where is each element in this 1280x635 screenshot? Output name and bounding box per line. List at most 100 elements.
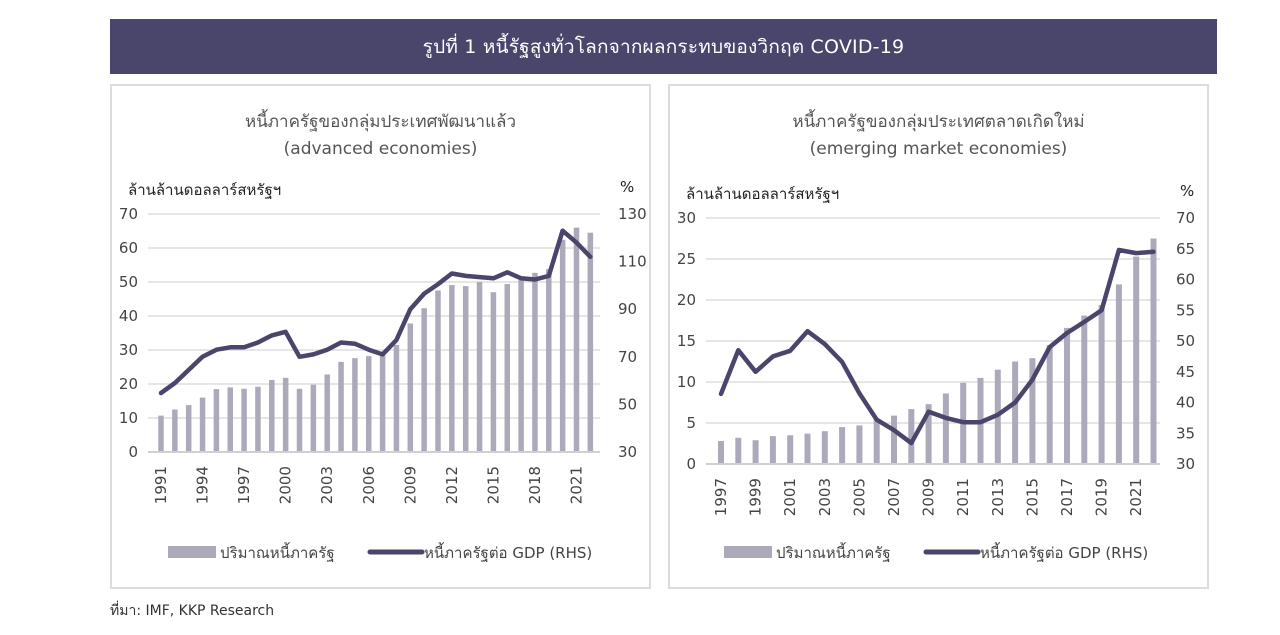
chart-emerging: 0 5 10 15 20 25 30 30 35 40 45 50 55 60 65 70 1997 1999 20… — [677, 209, 1195, 562]
bar — [821, 431, 828, 464]
legend-bar-swatch — [168, 546, 216, 558]
bar — [407, 323, 414, 452]
bar — [1098, 304, 1105, 464]
x-tick-label: 2001 — [781, 478, 799, 516]
y-axis-label: ล้านล้านดอลลาร์สหรัฐฯ — [128, 181, 282, 199]
x-tick-label: 2006 — [360, 466, 378, 504]
y2-tick-label: 70 — [618, 348, 637, 366]
bar — [213, 389, 220, 452]
bar — [769, 436, 776, 464]
y-tick-label: 50 — [119, 273, 138, 291]
y2-tick-label: 55 — [1176, 301, 1195, 319]
bar — [255, 386, 261, 452]
bar — [839, 427, 846, 464]
x-tick-label: 1999 — [747, 478, 765, 516]
bar — [518, 279, 524, 452]
y-tick-label: 15 — [677, 332, 696, 350]
bar — [158, 415, 164, 452]
legend-bar-label: ปริมาณหนี้ภาครัฐ — [220, 542, 335, 562]
chart-subtitle: (emerging market economies) — [809, 139, 1068, 159]
bar — [338, 361, 344, 452]
bar — [462, 286, 469, 452]
x-tick-label: 2017 — [1058, 478, 1076, 516]
bar — [891, 415, 897, 464]
bar — [1150, 238, 1157, 464]
y-tick-label: 0 — [686, 455, 696, 473]
bar — [421, 308, 427, 452]
bar — [546, 269, 552, 452]
y2-tick-label: 35 — [1176, 424, 1195, 442]
x-tick-label: 2015 — [484, 466, 502, 504]
y-tick-label: 30 — [119, 341, 138, 359]
bar — [804, 433, 811, 464]
bar — [718, 441, 724, 464]
legend-bar-label: ปริมาณหนี้ภาครัฐ — [776, 542, 891, 562]
x-tick-label: 2019 — [1093, 478, 1111, 516]
y-tick-label: 40 — [119, 307, 138, 325]
y2-tick-label: 70 — [1176, 209, 1195, 227]
x-tick-label: 2005 — [850, 478, 868, 516]
bar — [752, 440, 759, 464]
bar — [1115, 284, 1122, 464]
y2-tick-label: 45 — [1176, 363, 1195, 381]
bar — [379, 351, 386, 452]
chart-title: หนี้ภาครัฐของกลุ่มประเทศตลาดเกิดใหม่ — [792, 112, 1085, 132]
bar — [942, 393, 949, 464]
bar — [532, 272, 538, 452]
x-tick-label: 2009 — [920, 478, 938, 516]
y-tick-label: 5 — [686, 414, 696, 432]
bar — [324, 374, 330, 452]
y2-tick-label: 50 — [1176, 332, 1195, 350]
bar — [269, 379, 275, 452]
x-tick-label: 2003 — [816, 478, 834, 516]
x-tick-label: 2021 — [1127, 478, 1145, 516]
chart-title: หนี้ภาครัฐของกลุ่มประเทศพัฒนาแล้ว — [244, 112, 517, 132]
y-tick-label: 20 — [119, 375, 138, 393]
chart-advanced: 0 10 20 30 40 50 60 70 30 50 70 90 110 130 1991 1994 199… — [119, 205, 647, 562]
x-tick-label: 1991 — [152, 466, 170, 504]
bar — [573, 227, 580, 452]
x-tick-label: 2000 — [277, 466, 295, 504]
debt-to-gdp-line — [718, 247, 1156, 446]
bar — [185, 405, 192, 452]
x-tick-label: 2003 — [318, 466, 336, 504]
bar — [352, 358, 358, 452]
y2-tick-label: 130 — [618, 205, 647, 223]
y2-tick-label: 30 — [1176, 455, 1195, 473]
x-tick-label: 2011 — [954, 478, 972, 516]
x-tick-label: 1997 — [712, 478, 730, 516]
x-tick-label: 1994 — [194, 466, 212, 504]
bar — [873, 418, 880, 464]
x-tick-label: 2009 — [401, 466, 419, 504]
bar — [1029, 358, 1036, 464]
debt-to-gdp-line — [158, 228, 593, 396]
y2-tick-label: 110 — [618, 253, 647, 271]
bar — [735, 437, 742, 464]
y2-axis-label: % — [1180, 182, 1195, 200]
y2-tick-label: 60 — [1176, 271, 1195, 289]
bar — [435, 290, 441, 452]
bar — [1012, 361, 1019, 464]
bar — [856, 425, 863, 464]
bar — [504, 284, 510, 452]
y2-tick-label: 65 — [1176, 240, 1195, 258]
bar — [1046, 345, 1053, 464]
bar — [366, 356, 372, 452]
bar — [227, 387, 233, 452]
bar — [199, 397, 206, 452]
chart-panel-advanced: หนี้ภาครัฐของกลุ่มประเทศพัฒนาแล้ว (advan… — [110, 84, 651, 589]
bar — [490, 292, 497, 452]
bar — [908, 409, 915, 464]
x-tick-label: 2013 — [989, 478, 1007, 516]
y2-tick-label: 40 — [1176, 394, 1195, 412]
bar — [393, 344, 400, 452]
y-tick-label: 20 — [677, 291, 696, 309]
y-tick-label: 30 — [677, 209, 696, 227]
y-tick-label: 70 — [119, 205, 138, 223]
x-tick-label: 2015 — [1023, 478, 1041, 516]
source-note: ที่มา: IMF, KKP Research — [110, 603, 275, 619]
y-tick-label: 10 — [119, 409, 138, 427]
y-tick-label: 0 — [128, 443, 138, 461]
bar — [925, 404, 932, 464]
bar — [1133, 256, 1140, 464]
